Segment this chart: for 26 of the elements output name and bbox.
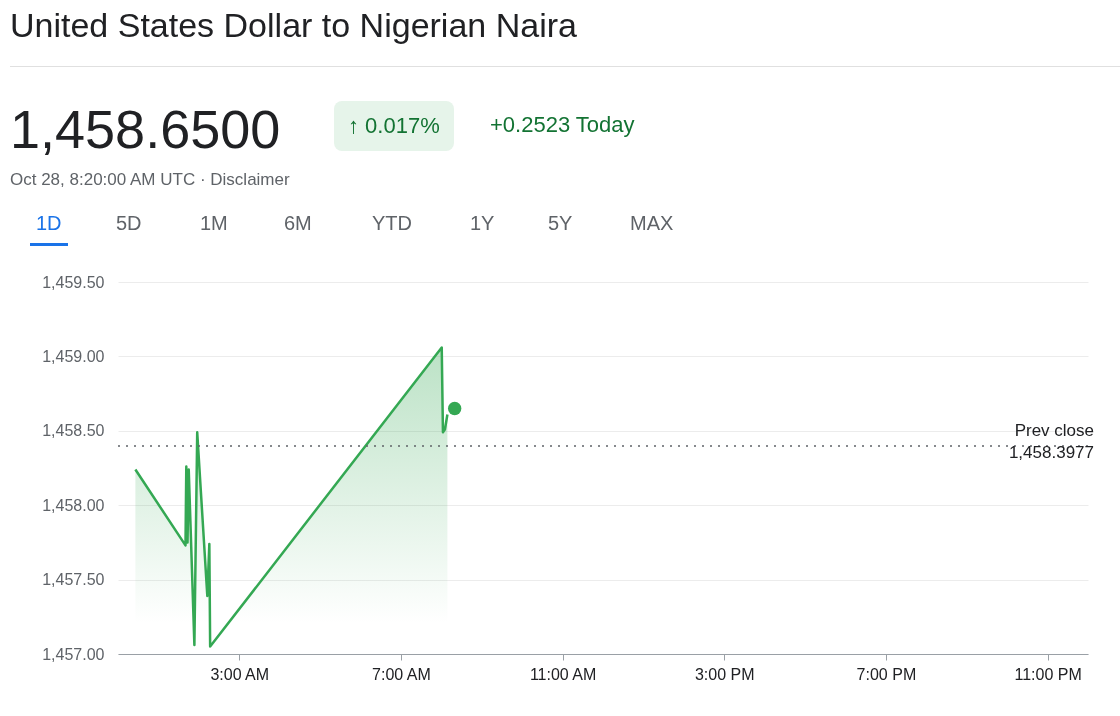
text: MAX [630, 212, 674, 235]
x-tick-label: 11:00 AM [529, 665, 597, 683]
x-tick-label: 11:00 PM [1014, 665, 1082, 683]
y-tick-label: 1,457.50 [42, 571, 105, 589]
text: Oct 28, 8:20:00 AM UTC · Disclaimer [10, 170, 290, 190]
text: +0.2523 Today [490, 112, 635, 138]
text: 1Y [470, 212, 495, 235]
y-tick-label: 1,458.00 [42, 496, 105, 514]
text: YTD [372, 212, 412, 235]
text: 6M [284, 212, 312, 235]
y-tick-label: 1,459.50 [42, 273, 105, 291]
text: 5D [116, 212, 142, 235]
ref-line-label: Prev close 1,458.3977 [1008, 421, 1094, 463]
text: ↑ 0.017% [334, 101, 454, 151]
x-tick-label: 7:00 PM [856, 665, 917, 683]
text: 5Y [548, 212, 573, 235]
y-tick-label: 1,457.00 [42, 645, 105, 663]
x-tick-label: 7:00 AM [372, 665, 431, 683]
y-tick-label: 1,458.50 [42, 422, 105, 440]
x-tick-label: 3:00 AM [210, 665, 270, 683]
text: 1D [30, 212, 68, 246]
text: 1M [200, 212, 228, 235]
text: 1,458.6500 [10, 98, 281, 160]
x-tick-label: 3:00 PM [694, 665, 755, 683]
chart-title: United States Dollar to Nigerian Naira [10, 6, 577, 45]
y-tick-label: 1,459.00 [42, 347, 105, 365]
